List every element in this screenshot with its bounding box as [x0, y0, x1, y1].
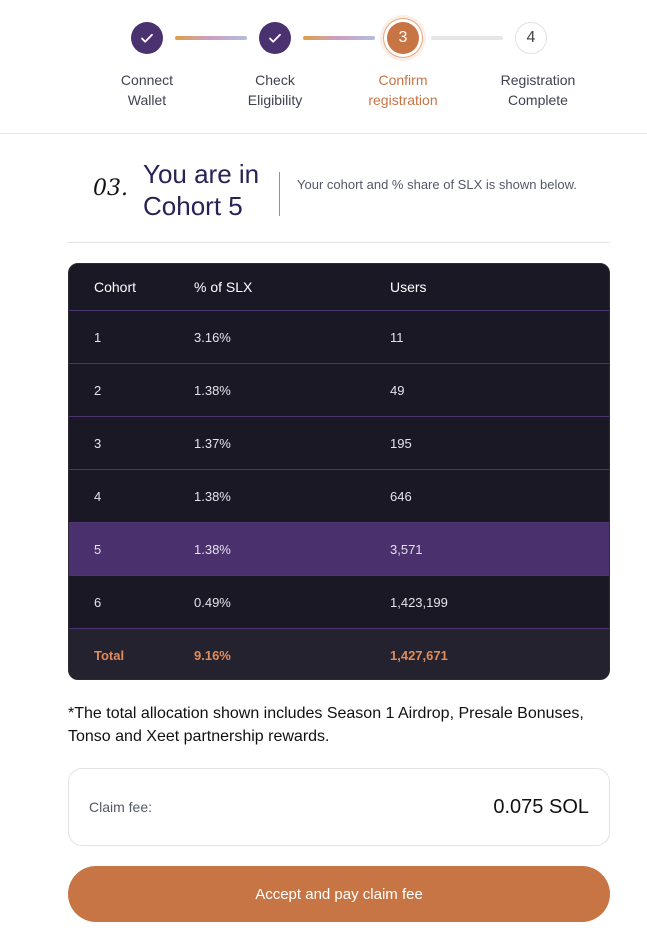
cell-share: 1.38% [194, 488, 231, 504]
header-share: % of SLX [194, 279, 253, 295]
cell-cohort: 4 [94, 488, 102, 504]
header-users: Users [390, 279, 427, 295]
total-share: 9.16% [194, 647, 231, 663]
step-3-label: Confirm registration [343, 70, 463, 110]
cell-share: 1.37% [194, 435, 231, 451]
step-label-line: Registration [500, 72, 576, 88]
registration-stepper: 3 4 Connect Wallet Check Eligibility Confi… [0, 0, 647, 134]
step-label-line: Complete [508, 92, 568, 108]
cell-users: 1,423,199 [390, 594, 448, 610]
cell-users: 646 [390, 488, 412, 504]
claim-fee-label: Claim fee: [89, 799, 153, 815]
total-users: 1,427,671 [390, 647, 448, 663]
page-title: You are in Cohort 5 [143, 159, 260, 221]
step-label-line: Wallet [127, 92, 167, 108]
cell-share: 0.49% [194, 594, 231, 610]
check-icon [269, 33, 281, 43]
allocation-note: *The total allocation shown includes Sea… [68, 705, 584, 745]
page-subtitle: Your cohort and % share of SLX is shown … [297, 177, 577, 192]
check-icon [141, 33, 153, 43]
table-row: 1 3.16% 11 [69, 310, 609, 363]
table-row: 4 1.38% 646 [69, 469, 609, 522]
step-connector [303, 36, 375, 40]
table-row: 3 1.37% 195 [69, 416, 609, 469]
claim-fee-value: 0.075 SOL [493, 795, 589, 818]
cohort-table: Cohort % of SLX Users 1 3.16% 11 2 1.38% 49 3 1… [68, 263, 610, 680]
cell-users: 49 [390, 382, 405, 398]
cell-users: 195 [390, 435, 412, 451]
step-connector [175, 36, 247, 40]
cell-users: 11 [390, 329, 404, 345]
cell-share: 1.38% [194, 541, 231, 557]
divider [279, 172, 280, 216]
step-2-indicator [259, 22, 291, 54]
step-label-line: Eligibility [247, 92, 303, 108]
step-label-line: Confirm [378, 72, 428, 88]
total-label: Total [94, 647, 125, 663]
step-connector [431, 36, 503, 40]
step-label-line: registration [368, 92, 438, 108]
step-1-indicator [131, 22, 163, 54]
cell-cohort: 2 [94, 382, 102, 398]
step-2-label: Check Eligibility [215, 70, 335, 110]
cell-cohort: 5 [94, 541, 102, 557]
table-row: 2 1.38% 49 [69, 363, 609, 416]
step-label-line: Check [255, 72, 295, 88]
step-3-indicator: 3 [387, 22, 419, 54]
table-total-row: Total 9.16% 1,427,671 [69, 628, 609, 679]
cell-share: 3.16% [194, 329, 231, 345]
cell-share: 1.38% [194, 382, 231, 398]
accept-pay-claim-fee-button[interactable]: Accept and pay claim fee [68, 866, 610, 922]
step-4-label: Registration Complete [478, 70, 598, 110]
cell-users: 3,571 [390, 541, 423, 557]
table-row: 6 0.49% 1,423,199 [69, 575, 609, 628]
cell-cohort: 3 [94, 435, 102, 451]
table-row: 5 1.38% 3,571 [69, 522, 609, 575]
cell-cohort: 6 [94, 594, 102, 610]
divider [68, 242, 610, 243]
cell-cohort: 1 [94, 329, 102, 345]
table-header: Cohort % of SLX Users [69, 264, 609, 310]
step-label-line: Connect [120, 72, 174, 88]
header-cohort: Cohort [94, 279, 137, 295]
step-number: 03. [93, 176, 128, 201]
claim-fee-box: Claim fee: 0.075 SOL [68, 768, 610, 846]
step-4-indicator: 4 [515, 22, 547, 54]
step-1-label: Connect Wallet [87, 70, 207, 110]
